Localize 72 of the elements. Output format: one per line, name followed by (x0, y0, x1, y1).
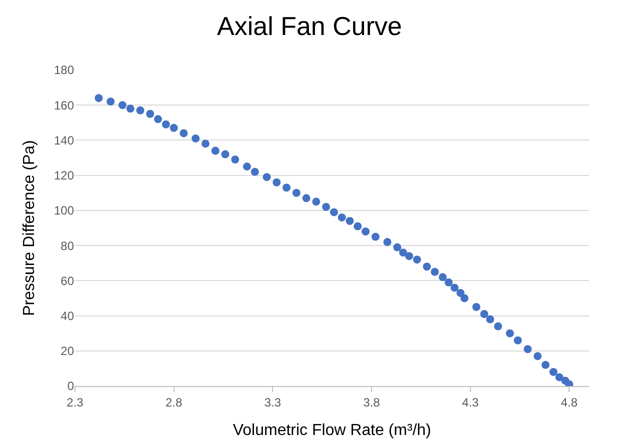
point (118, 101, 126, 110)
point (383, 238, 392, 246)
point (201, 140, 210, 148)
point (472, 303, 480, 311)
x-tick-label: 2.3 (66, 395, 84, 410)
point (338, 213, 346, 222)
x-tick-label: 2.8 (166, 395, 183, 410)
y-tick-label: 100 (54, 204, 74, 218)
point (506, 329, 514, 338)
point (94, 94, 103, 102)
point (126, 104, 134, 113)
point (146, 110, 154, 118)
point (456, 288, 464, 297)
point (393, 243, 402, 252)
point (399, 248, 408, 257)
point (555, 373, 564, 382)
point (480, 310, 488, 318)
point (362, 228, 370, 236)
point (486, 315, 494, 324)
point (231, 156, 240, 164)
point (346, 216, 354, 225)
point (162, 120, 170, 128)
x-tick-label: 4.8 (560, 395, 578, 410)
point (354, 222, 362, 230)
chart-title: Axial Fan Curve (217, 11, 402, 41)
point (534, 352, 542, 360)
point (460, 294, 468, 302)
point (106, 98, 115, 106)
point (371, 232, 380, 241)
point (430, 268, 439, 276)
y-tick-label: 180 (54, 63, 74, 78)
point (514, 336, 522, 344)
point (542, 360, 550, 369)
point (272, 178, 281, 186)
point (211, 146, 220, 155)
y-tick-label: 60 (60, 274, 74, 288)
point (312, 198, 320, 206)
point (524, 345, 532, 354)
point (302, 194, 310, 202)
point (192, 134, 200, 142)
y-tick-label: 0 (67, 379, 74, 394)
point (494, 322, 502, 330)
y-tick-label: 20 (60, 344, 74, 358)
x-tick-label: 3.8 (363, 395, 380, 410)
point (250, 168, 259, 176)
y-tick-label: 120 (54, 168, 74, 183)
point (322, 202, 330, 211)
y-tick-label: 80 (60, 238, 74, 253)
point (221, 150, 230, 158)
point (154, 115, 162, 124)
point (282, 184, 291, 192)
point (292, 188, 300, 197)
y-tick-label: 140 (54, 133, 74, 148)
point (444, 278, 453, 286)
point (170, 124, 178, 132)
point (136, 106, 144, 114)
y-axis-title: Pressure Difference (Pa) (20, 140, 38, 316)
point (450, 284, 459, 292)
x-tick-label: 4.3 (462, 395, 480, 410)
point (180, 129, 188, 138)
point (438, 273, 447, 282)
point (330, 208, 338, 216)
point (413, 256, 422, 264)
x-axis-title: Volumetric Flow Rate (m³/h) (232, 422, 432, 440)
point (242, 162, 251, 171)
point (262, 173, 271, 182)
y-tick-label: 160 (54, 98, 74, 112)
point (422, 262, 431, 271)
y-tick-label: 40 (60, 308, 74, 323)
point (405, 252, 414, 260)
point (549, 368, 558, 376)
x-tick-label: 3.3 (264, 395, 282, 410)
